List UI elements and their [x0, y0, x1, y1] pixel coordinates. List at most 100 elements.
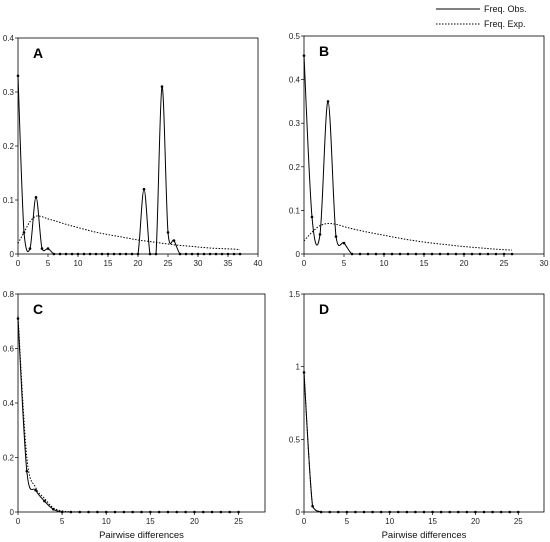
- data-point: [474, 510, 477, 514]
- data-point: [130, 252, 134, 256]
- data-point: [113, 510, 117, 514]
- y-tick-label: 0.3: [289, 119, 301, 128]
- y-tick-label: 0.3: [3, 88, 15, 97]
- plot-frame: [17, 37, 259, 255]
- data-point: [310, 215, 314, 219]
- x-tick-label: 0: [302, 259, 307, 268]
- data-point: [311, 504, 314, 508]
- data-point: [166, 231, 170, 234]
- y-tick-label: 0.5: [289, 32, 301, 41]
- data-point: [196, 252, 200, 256]
- data-point: [208, 252, 212, 256]
- y-tick-label: 0.2: [289, 163, 301, 172]
- y-tick-label: 1.5: [289, 290, 301, 299]
- data-point: [414, 252, 418, 256]
- data-point: [58, 252, 62, 256]
- data-point: [326, 100, 330, 103]
- data-point: [82, 252, 86, 256]
- x-tick-label: 25: [234, 517, 243, 526]
- x-tick-label: 30: [540, 259, 549, 268]
- data-point: [122, 510, 126, 514]
- y-tick-label: 0: [10, 508, 15, 517]
- series-line-expected: [303, 222, 513, 251]
- panel-b: B 0 5 10 15 20 25 30 0 0.1 0.2 0.3 0.4 0.5: [289, 32, 549, 268]
- y-tick-label: 0.2: [3, 454, 15, 463]
- data-point: [136, 252, 140, 256]
- x-tick-label: 10: [102, 517, 111, 526]
- data-point: [362, 510, 366, 514]
- legend: Freq. Obs. Freq. Exp.: [436, 4, 527, 29]
- data-point: [220, 252, 224, 256]
- x-tick-label: 0: [16, 259, 21, 268]
- x-tick-label: 5: [60, 517, 65, 526]
- data-point: [422, 252, 426, 256]
- series-line-expected: [303, 372, 519, 513]
- data-point: [354, 510, 357, 514]
- x-tick-label: 0: [302, 517, 307, 526]
- x-tick-label: 10: [380, 259, 389, 268]
- x-tick-label: 5: [342, 259, 347, 268]
- data-point: [406, 252, 410, 256]
- x-tick-label: 35: [224, 259, 233, 268]
- data-point: [238, 252, 242, 256]
- data-point: [118, 252, 122, 256]
- data-point: [148, 252, 152, 256]
- x-tick-label: 15: [146, 517, 155, 526]
- data-point: [94, 252, 98, 256]
- legend-obs-label: Freq. Obs.: [484, 4, 527, 14]
- data-point: [140, 510, 143, 514]
- x-tick-label: 25: [500, 259, 509, 268]
- data-point: [43, 499, 46, 503]
- data-point: [76, 252, 80, 256]
- data-point: [46, 247, 50, 250]
- data-point: [112, 252, 116, 256]
- panel-d: D 0 5 10 15 20 25 0 0.5 1 1.5 Pairwise differences: [289, 290, 545, 541]
- data-point: [342, 241, 346, 245]
- data-point: [350, 252, 354, 256]
- panel-c: C 0 5 10 15 20 25 0 0.2 0.4 0.6 0.8 Pairwise differe…: [3, 290, 266, 541]
- data-point: [345, 510, 349, 514]
- y-tick-label: 0: [296, 250, 301, 259]
- data-point: [482, 510, 486, 514]
- data-point: [178, 252, 182, 256]
- y-tick-label: 0.8: [3, 290, 15, 299]
- x-tick-label: 25: [164, 259, 173, 268]
- data-point: [96, 510, 99, 514]
- panel-label: A: [33, 45, 43, 61]
- data-point: [470, 252, 474, 256]
- y-tick-label: 0.6: [3, 345, 15, 354]
- y-tick-label: 0.4: [3, 399, 15, 408]
- data-point: [64, 252, 68, 256]
- data-point: [510, 252, 514, 256]
- data-point: [88, 252, 92, 256]
- series-line-observed: [17, 318, 239, 513]
- data-point: [70, 252, 74, 256]
- panel-label: C: [33, 301, 43, 317]
- data-point: [124, 252, 128, 256]
- series-line-observed: [303, 55, 512, 255]
- x-tick-label: 15: [428, 517, 437, 526]
- data-point: [149, 510, 152, 514]
- y-tick-label: 1: [296, 363, 301, 372]
- data-point: [190, 252, 194, 256]
- data-point: [334, 235, 338, 238]
- series-line-expected: [17, 315, 239, 513]
- data-point: [302, 54, 306, 57]
- data-point: [52, 252, 56, 256]
- data-point: [358, 252, 362, 256]
- y-tick-label: 0.4: [289, 76, 301, 85]
- y-tick-label: 0.1: [289, 206, 301, 215]
- data-point: [414, 510, 417, 514]
- data-point: [78, 510, 82, 514]
- data-point: [237, 510, 240, 514]
- x-tick-label: 5: [46, 259, 51, 268]
- data-point: [456, 510, 460, 514]
- data-point: [390, 252, 394, 256]
- data-point: [516, 510, 520, 514]
- data-point: [28, 247, 32, 250]
- x-tick-label: 20: [471, 517, 480, 526]
- x-tick-label: 20: [190, 517, 199, 526]
- data-point: [214, 252, 218, 256]
